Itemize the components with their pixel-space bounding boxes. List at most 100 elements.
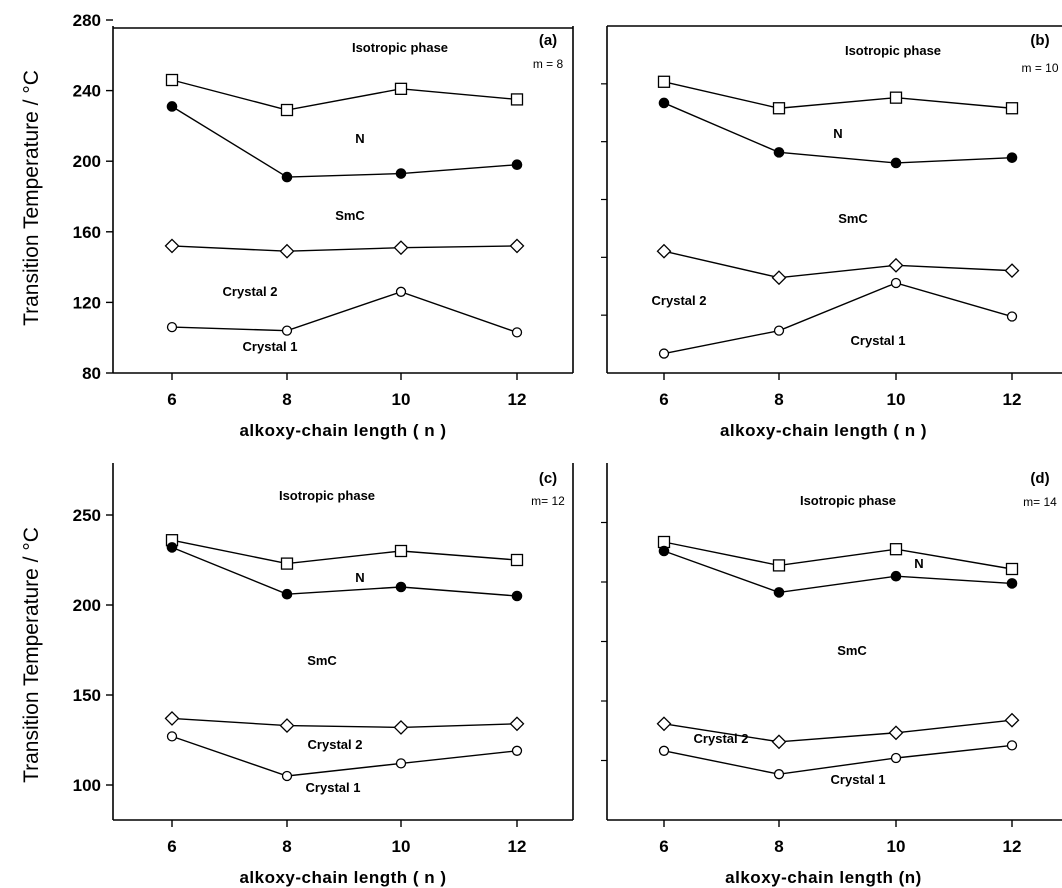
y-tick-label: 250 <box>73 506 101 525</box>
series-line <box>663 282 1013 355</box>
m-value-label: m = 8 <box>533 57 564 71</box>
x-tick-label: 10 <box>392 837 411 856</box>
panel-id-label: (a) <box>539 32 557 49</box>
region-label-isotropic: Isotropic phase <box>352 40 448 55</box>
series-line <box>663 250 1013 279</box>
data-point <box>395 581 407 593</box>
x-tick-label: 6 <box>167 837 176 856</box>
data-point <box>166 542 178 553</box>
region-label-crystal-2: Crystal 2 <box>652 293 707 308</box>
data-point <box>166 321 178 333</box>
data-point <box>888 257 904 273</box>
data-point <box>890 277 902 289</box>
y-tick-label: 80 <box>82 364 101 383</box>
data-point <box>394 544 408 558</box>
region-label-crystal-2: Crystal 2 <box>223 284 278 299</box>
x-axis-label: alkoxy-chain length ( n ) <box>239 421 446 440</box>
m-value-label: m= 12 <box>531 494 565 508</box>
data-point <box>658 745 670 756</box>
data-point <box>510 93 524 106</box>
data-point <box>657 75 671 88</box>
data-point <box>281 588 293 600</box>
region-label-crystal-1: Crystal 1 <box>851 333 906 348</box>
x-axis-label: alkoxy-chain length ( n ) <box>239 868 446 887</box>
series-line <box>171 105 518 178</box>
region-label-smc: SmC <box>838 211 868 226</box>
chart-panel-c: 6 8 10 12 100 150 200 250 alkoxy-chain length ( … <box>73 463 574 887</box>
series-line <box>171 717 518 729</box>
series-line <box>663 541 1013 570</box>
data-point <box>511 327 523 338</box>
data-point <box>656 243 672 259</box>
series-line <box>171 245 518 252</box>
series-line <box>663 744 1013 775</box>
y-tick-label: 240 <box>73 82 101 101</box>
series-line <box>171 539 518 565</box>
y-tick-label: 120 <box>73 293 101 312</box>
data-point <box>889 543 903 556</box>
region-label-crystal-1: Crystal 1 <box>243 339 298 354</box>
data-point <box>280 557 294 570</box>
y-tick-label: 200 <box>73 152 101 171</box>
data-point <box>1006 311 1018 322</box>
region-label-smc: SmC <box>335 208 365 223</box>
data-point <box>890 752 902 764</box>
region-label-crystal-2: Crystal 2 <box>694 731 749 746</box>
data-point <box>890 157 902 169</box>
data-point <box>164 238 180 254</box>
chart-panel-d: 6 8 10 12 alkoxy-chain length (n) (d) m= 14 Iso… <box>601 463 1062 887</box>
series-line <box>663 550 1013 594</box>
x-tick-label: 6 <box>659 390 668 409</box>
data-point <box>1006 152 1018 163</box>
series-line <box>663 81 1013 109</box>
data-point <box>888 725 904 741</box>
data-point <box>771 270 787 286</box>
x-tick-label: 12 <box>508 837 527 856</box>
y-tick-label: 150 <box>73 686 101 705</box>
x-tick-label: 12 <box>508 390 527 409</box>
x-axis-label: alkoxy-chain length (n) <box>725 868 922 887</box>
data-point <box>166 731 178 742</box>
panel-id-label: (c) <box>539 470 557 487</box>
data-point <box>164 710 180 726</box>
data-point <box>1005 562 1019 576</box>
x-axis-label: alkoxy-chain length ( n ) <box>720 421 927 440</box>
data-point <box>393 719 409 735</box>
series-line <box>171 735 518 777</box>
data-point <box>395 168 407 179</box>
data-point <box>889 91 903 104</box>
data-point <box>280 103 294 117</box>
region-label-crystal-1: Crystal 1 <box>831 772 886 787</box>
data-point <box>656 716 672 732</box>
data-point <box>773 769 785 780</box>
data-point <box>279 718 295 734</box>
region-label-n: N <box>355 131 364 146</box>
data-point <box>1006 578 1018 589</box>
data-point <box>771 734 787 750</box>
y-axis-label-top: Transition Temperature / °C <box>20 70 43 326</box>
region-label-isotropic: Isotropic phase <box>279 488 375 503</box>
x-tick-label: 8 <box>774 837 783 856</box>
data-point <box>165 73 179 87</box>
region-label-n: N <box>914 556 923 571</box>
series-line <box>663 719 1013 743</box>
region-label-smc: SmC <box>837 643 867 658</box>
series-line <box>171 546 518 597</box>
region-label-isotropic: Isotropic phase <box>845 43 941 58</box>
m-value-label: m = 10 <box>1021 61 1058 75</box>
data-point <box>1005 102 1019 115</box>
x-tick-label: 6 <box>167 390 176 409</box>
x-tick-label: 12 <box>1003 837 1022 856</box>
data-point <box>1004 263 1020 279</box>
data-point <box>658 545 670 557</box>
data-point <box>281 171 293 183</box>
region-label-isotropic: Isotropic phase <box>800 493 896 508</box>
data-point <box>772 102 786 115</box>
data-point <box>279 243 295 259</box>
data-point <box>395 286 407 297</box>
data-point <box>1006 740 1018 751</box>
data-point <box>773 147 785 158</box>
x-tick-label: 8 <box>774 390 783 409</box>
m-value-label: m= 14 <box>1023 495 1057 509</box>
